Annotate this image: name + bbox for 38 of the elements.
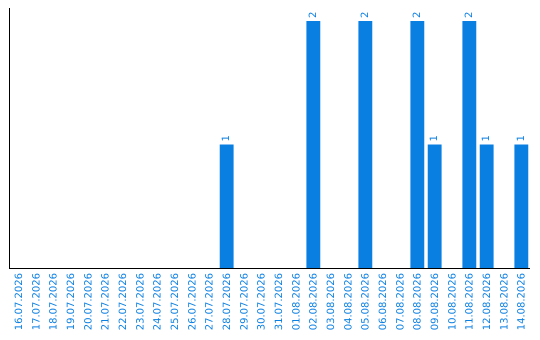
x-tick-label: 13.08.2026	[499, 273, 510, 330]
x-tick-label: 06.08.2026	[378, 273, 389, 330]
x-tick-label: 04.08.2026	[343, 273, 354, 330]
x-tick-label: 18.07.2026	[48, 273, 60, 330]
x-tick-label: 05.08.2026	[360, 273, 372, 330]
x-tick-label: 19.07.2026	[66, 273, 77, 330]
x-tick-label: 22.07.2026	[118, 273, 129, 330]
x-tick-label: 21.07.2026	[100, 273, 112, 330]
data-label: 1	[221, 135, 232, 142]
x-tick-label: 07.08.2026	[395, 273, 406, 330]
x-tick-label: 17.07.2026	[31, 273, 42, 330]
x-tick-label: 02.08.2026	[308, 273, 320, 330]
x-tick-label: 08.08.2026	[412, 273, 424, 330]
data-label: 2	[360, 12, 371, 18]
x-tick-label: 26.07.2026	[187, 273, 198, 330]
data-label: 2	[308, 12, 319, 18]
x-tick-label: 29.07.2026	[239, 273, 250, 330]
x-tick-label: 30.07.2026	[256, 273, 268, 330]
x-tick-label: 03.08.2026	[326, 273, 337, 330]
x-tick-label: 14.08.2026	[516, 273, 528, 330]
x-tick-label: 10.08.2026	[447, 273, 458, 330]
x-tick-label: 11.08.2026	[464, 273, 476, 330]
x-tick-label: 25.07.2026	[170, 273, 181, 330]
data-label: 1	[516, 135, 527, 142]
x-tick-label: 20.07.2026	[83, 273, 94, 330]
x-tick-label: 27.07.2026	[204, 273, 216, 330]
x-tick-label: 24.07.2026	[152, 273, 164, 330]
x-tick-label: 12.08.2026	[482, 273, 493, 330]
data-label: 1	[429, 135, 440, 142]
x-tick-label: 01.08.2026	[291, 273, 302, 330]
x-tick-label: 28.07.2026	[222, 273, 233, 330]
x-tick-label: 16.07.2026	[14, 273, 25, 330]
data-label: 1	[481, 135, 492, 142]
x-tick-label: 23.07.2026	[135, 273, 146, 330]
x-tick-label: 31.07.2026	[274, 273, 285, 330]
data-label: 2	[464, 12, 475, 18]
x-tick-label: 09.08.2026	[430, 273, 441, 330]
data-label: 2	[412, 12, 423, 18]
